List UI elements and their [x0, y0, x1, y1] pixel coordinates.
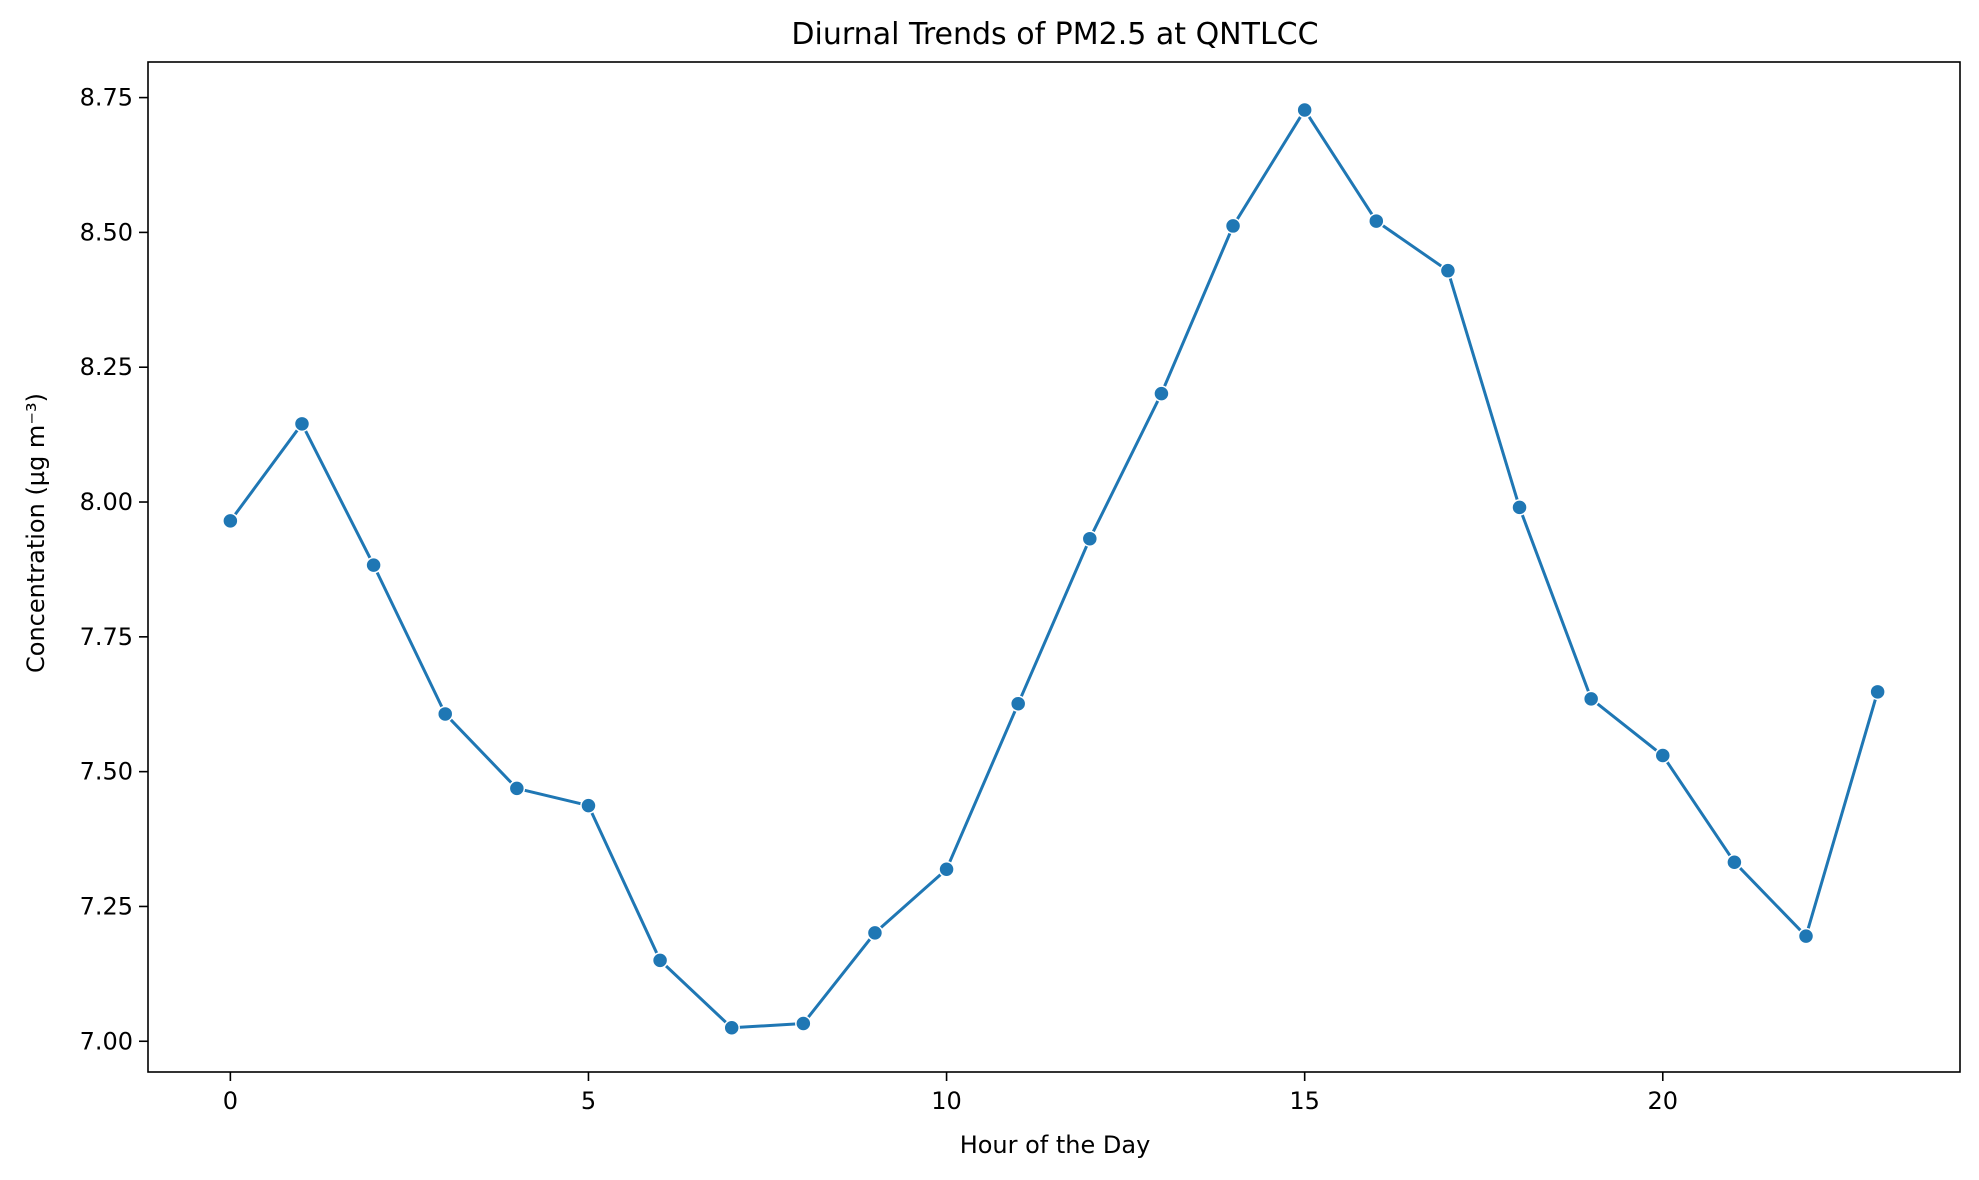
data-point: [222, 512, 239, 530]
data-point: [1009, 695, 1027, 712]
y-axis: 7.00 7.25 7.50 7.75 8.00 8.25 8.50 8.75: [80, 84, 148, 1055]
x-axis: 0 5 10 15 20: [223, 1072, 1678, 1115]
data-point: [1439, 262, 1457, 279]
data-point: [723, 1019, 740, 1037]
y-tick-label: 7.50: [80, 758, 133, 786]
chart-title: Diurnal Trends of PM2.5 at QNTLCC: [791, 17, 1318, 52]
y-tick-label: 7.25: [80, 892, 133, 920]
data-point: [651, 952, 669, 969]
data-point: [508, 780, 526, 797]
data-point: [293, 415, 311, 433]
plot-frame: [147, 61, 1961, 1073]
data-point: [1869, 683, 1886, 701]
y-tick-label: 8.00: [80, 488, 133, 516]
x-tick-label: 20: [1648, 1087, 1679, 1115]
x-tick-label: 10: [931, 1087, 962, 1115]
data-point: [1654, 747, 1672, 764]
series-line: [229, 108, 1880, 1030]
data-point: [795, 1015, 812, 1032]
x-axis-label: Hour of the Day: [960, 1131, 1151, 1159]
data-point: [866, 924, 884, 942]
data-point: [1582, 690, 1600, 708]
plot-area: [222, 101, 1886, 1037]
data-point: [436, 705, 454, 723]
data-point: [1726, 853, 1743, 871]
data-point: [1368, 212, 1385, 230]
data-point: [1081, 530, 1099, 547]
y-tick-label: 8.75: [80, 84, 133, 112]
data-point: [1511, 499, 1528, 516]
data-point: [938, 860, 955, 878]
x-tick-label: 15: [1289, 1087, 1320, 1115]
x-tick-label: 0: [223, 1087, 238, 1115]
y-tick-label: 7.75: [80, 623, 133, 651]
y-tick-label: 8.25: [80, 353, 133, 381]
data-point: [1797, 927, 1815, 945]
y-tick-label: 8.50: [80, 218, 133, 246]
y-axis-label: Concentration (µg m⁻³): [22, 393, 50, 673]
data-point: [365, 556, 382, 574]
y-tick-label: 7.00: [80, 1027, 133, 1055]
data-point: [1296, 101, 1313, 119]
x-tick-label: 5: [581, 1087, 596, 1115]
data-point: [580, 797, 597, 814]
data-point: [1224, 217, 1242, 235]
data-point: [1153, 385, 1170, 402]
